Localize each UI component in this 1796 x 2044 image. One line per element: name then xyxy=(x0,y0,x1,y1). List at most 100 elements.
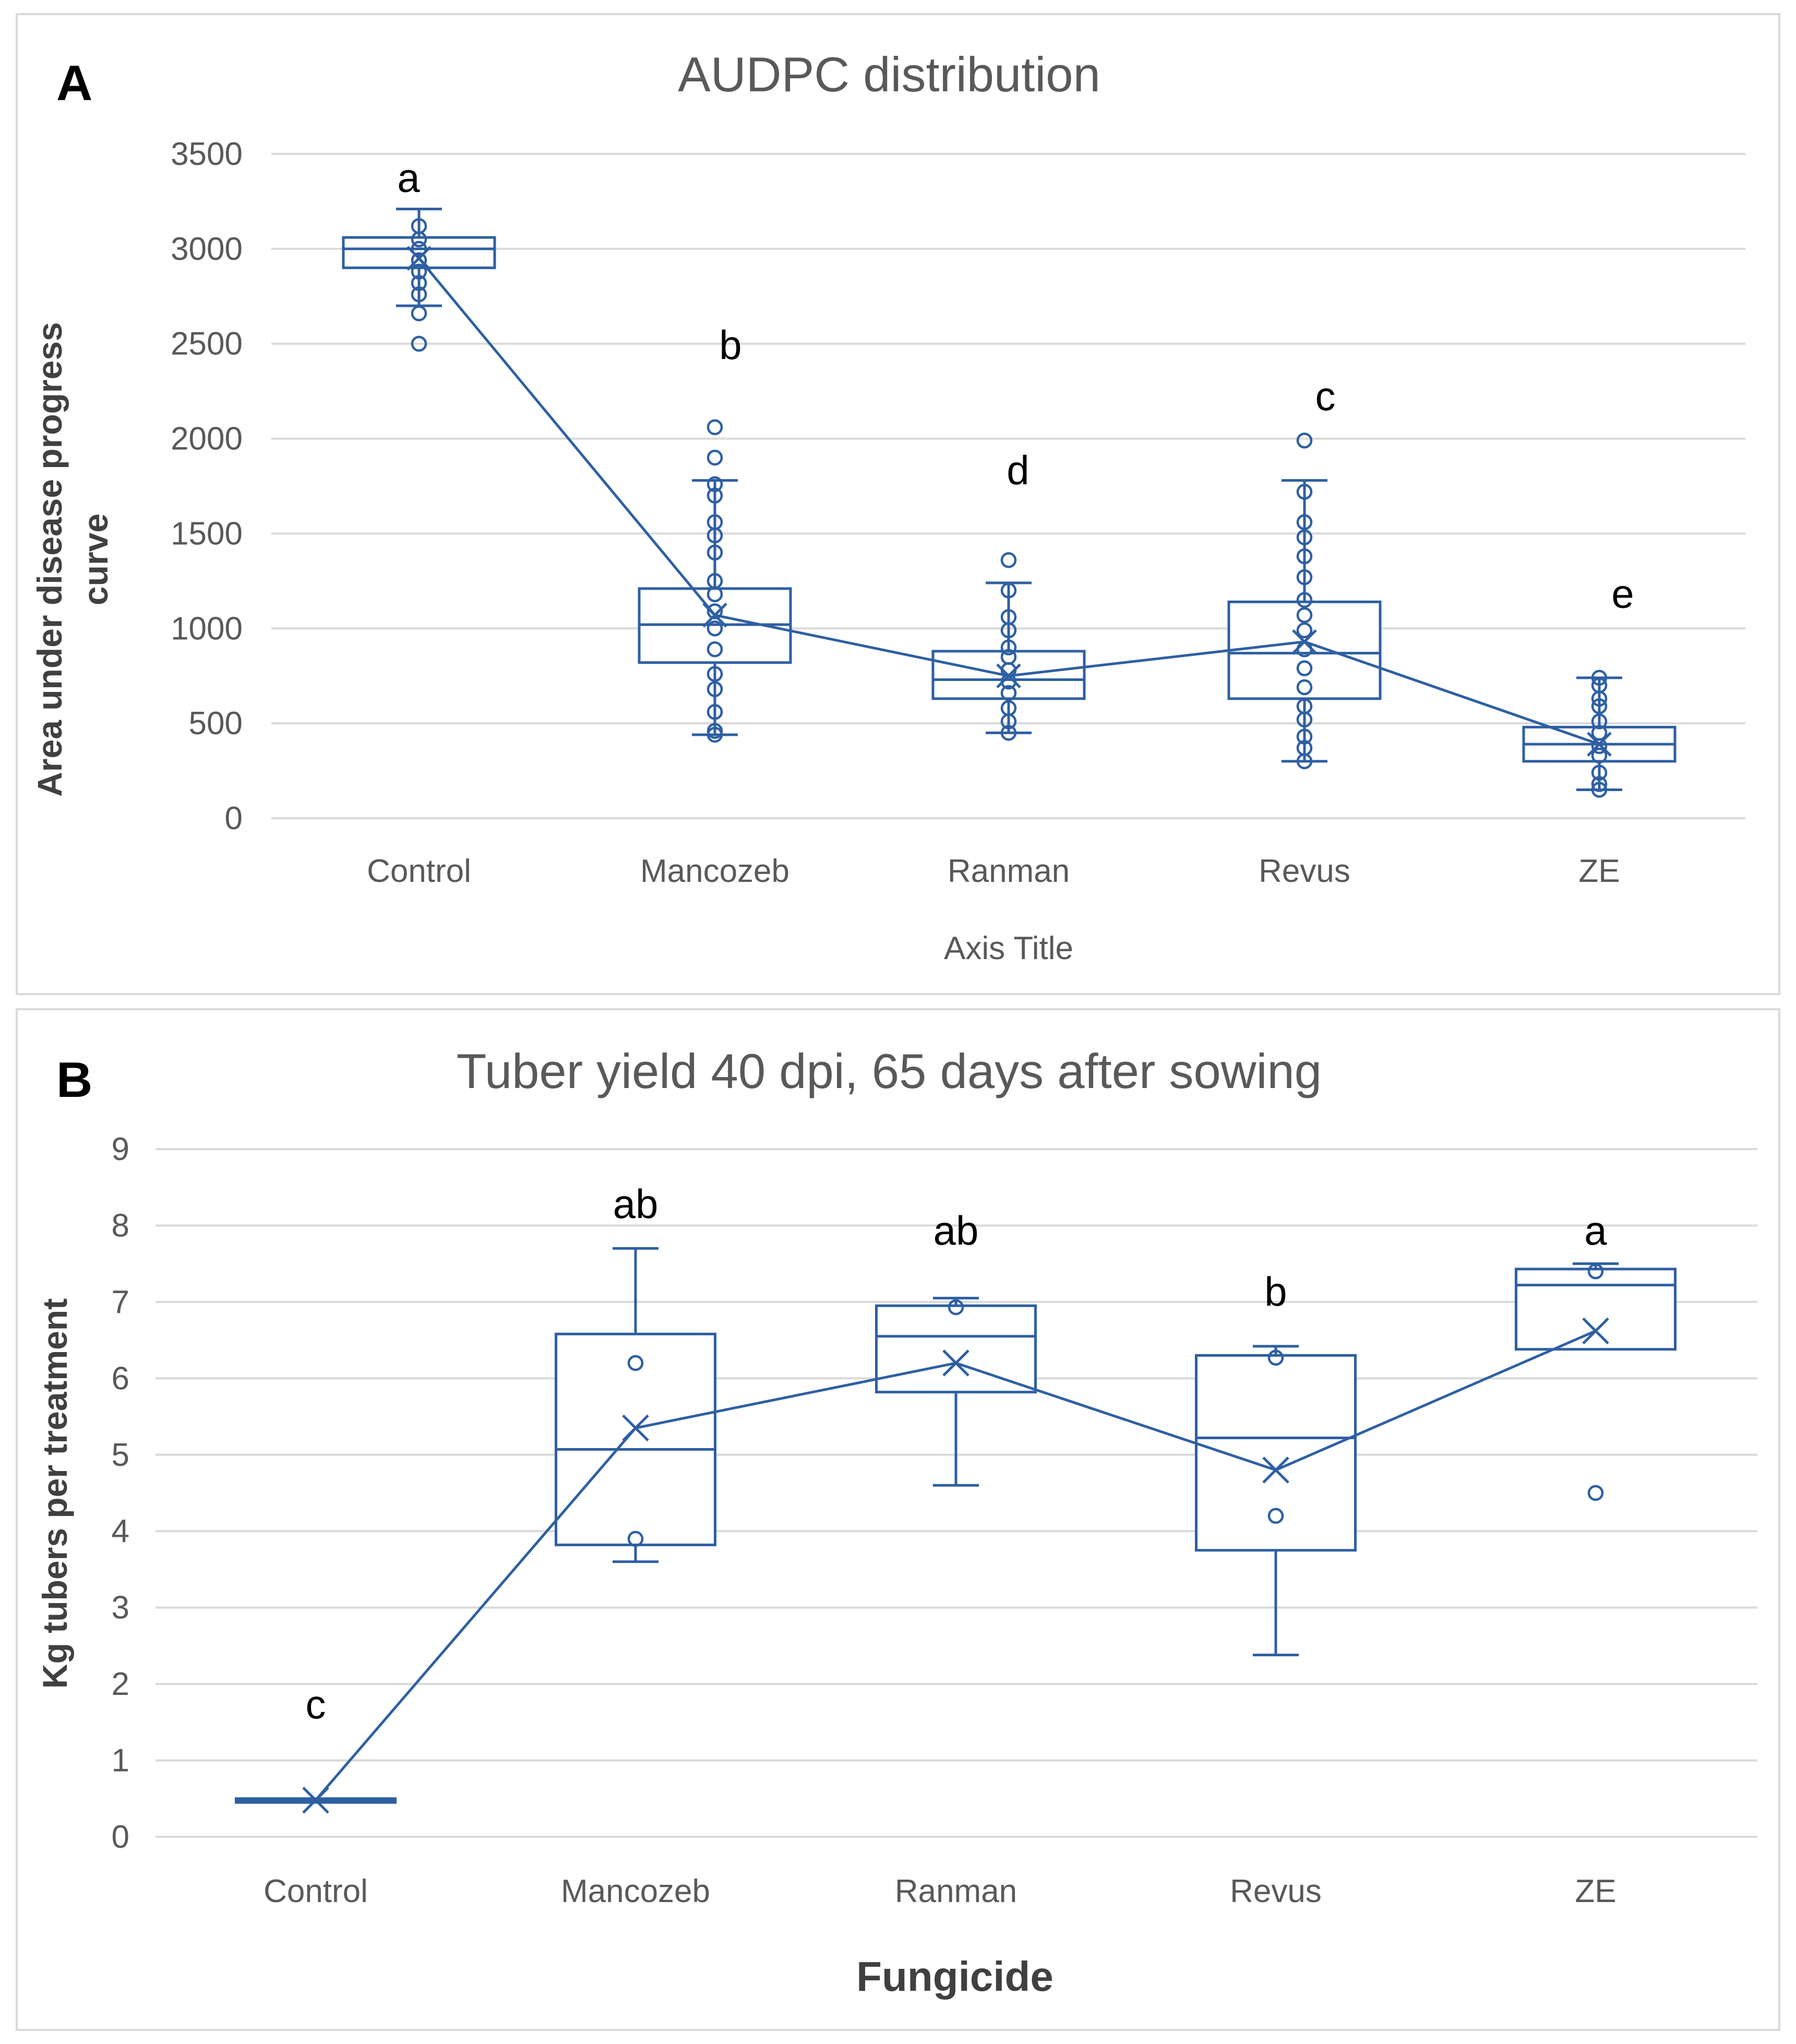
x-axis-title: Axis Title xyxy=(944,930,1073,966)
data-point xyxy=(1587,1485,1604,1501)
x-axis-title: Fungicide xyxy=(856,1953,1053,2000)
y-tick-label: 0 xyxy=(112,1819,129,1855)
data-point xyxy=(1587,1263,1604,1280)
chart-a: A AUDPC distribution 0 500 1000 1500 2000 2500 3… xyxy=(30,47,1745,966)
mean-marker xyxy=(1587,732,1612,757)
box-mancozeb xyxy=(638,419,792,743)
panel-letter: B xyxy=(56,1052,92,1108)
data-point xyxy=(707,726,723,743)
mean-marker xyxy=(1262,1456,1289,1484)
data-point xyxy=(1591,690,1608,707)
data-point xyxy=(707,681,723,697)
data-point xyxy=(1296,622,1313,639)
data-point xyxy=(707,641,723,658)
y-tick-label: 7 xyxy=(112,1284,129,1320)
data-point xyxy=(1296,679,1313,696)
data-point xyxy=(411,241,427,257)
mean-marker-stroke xyxy=(1587,732,1612,757)
data-point xyxy=(1591,782,1608,798)
data-point xyxy=(1000,725,1017,741)
y-tick-label: 9 xyxy=(112,1131,129,1167)
box-control xyxy=(342,207,496,352)
y-tick-label: 0 xyxy=(225,800,243,836)
chart-title: Tuber yield 40 dpi, 65 days after sowing xyxy=(457,1044,1322,1098)
y-tick-label: 1000 xyxy=(171,611,243,647)
y-tick-label: 3 xyxy=(112,1590,129,1626)
significance-letter: a xyxy=(397,155,420,201)
data-point xyxy=(707,586,723,603)
data-point xyxy=(1000,552,1017,568)
data-point xyxy=(1296,728,1313,745)
x-tick-label: Mancozeb xyxy=(561,1873,710,1909)
y-tick-label: 1500 xyxy=(171,516,243,552)
mean-marker xyxy=(996,663,1021,688)
data-point xyxy=(1591,764,1608,781)
data-point xyxy=(1591,713,1608,730)
data-point xyxy=(1267,1508,1284,1524)
box-revus xyxy=(1227,432,1382,770)
data-point xyxy=(1000,685,1017,701)
data-point xyxy=(1296,753,1313,770)
y-tick-label: 2000 xyxy=(171,421,243,457)
mean-marker xyxy=(406,246,432,271)
data-point xyxy=(1000,639,1017,655)
chart-panel-a xyxy=(16,13,1780,995)
data-point xyxy=(1296,569,1313,585)
data-point xyxy=(1296,711,1313,728)
significance-letter: c xyxy=(1315,373,1336,419)
x-tick-label: ZE xyxy=(1578,853,1620,889)
significance-letter: d xyxy=(1007,447,1029,493)
y-tick-label: 3000 xyxy=(171,231,243,267)
data-point xyxy=(707,449,723,466)
x-tick-label: Mancozeb xyxy=(640,853,789,889)
data-point xyxy=(707,419,723,435)
box-iqr xyxy=(555,1332,716,1547)
significance-letter: e xyxy=(1611,570,1634,616)
box-ze xyxy=(1515,1262,1677,1501)
y-axis-title: Kg tubers per treatment xyxy=(35,1298,74,1689)
data-point xyxy=(707,603,723,619)
y-tick-label: 4 xyxy=(112,1513,129,1549)
mean-marker xyxy=(1582,1317,1609,1345)
y-axis-title: Area under disease progress curve xyxy=(30,322,115,797)
mean-marker xyxy=(1292,629,1317,654)
data-point xyxy=(627,1355,644,1371)
x-tick-label: Control xyxy=(264,1873,368,1909)
data-point xyxy=(627,1531,644,1547)
data-point xyxy=(707,544,723,561)
data-point xyxy=(411,264,427,280)
data-point xyxy=(411,286,427,303)
y-tick-label: 6 xyxy=(112,1360,129,1396)
significance-letter: a xyxy=(1584,1208,1607,1253)
box-iqr xyxy=(1515,1268,1677,1351)
significance-letter: ab xyxy=(613,1181,658,1227)
chart-title: AUDPC distribution xyxy=(678,47,1100,102)
data-point xyxy=(411,336,427,352)
x-tick-label: ZE xyxy=(1575,1873,1616,1909)
mean-marker-stroke xyxy=(702,603,727,628)
data-point xyxy=(1000,622,1017,639)
mean-marker-stroke xyxy=(1582,1317,1609,1345)
x-tick-label: Revus xyxy=(1259,853,1350,889)
box-iqr xyxy=(1227,600,1382,700)
mean-marker xyxy=(302,1786,329,1814)
mean-marker xyxy=(622,1414,649,1442)
x-tick-label: Ranman xyxy=(948,853,1070,889)
mean-marker xyxy=(702,603,727,628)
box-iqr xyxy=(875,1304,1037,1394)
y-axis-title-line: Area under disease progress xyxy=(30,322,69,797)
data-point xyxy=(411,231,427,247)
y-tick-label: 1 xyxy=(112,1743,129,1779)
x-tick-label: Control xyxy=(367,853,471,889)
data-point xyxy=(1296,660,1313,676)
box-ranman xyxy=(931,552,1086,741)
data-point xyxy=(707,487,723,504)
data-point xyxy=(1296,514,1313,530)
chart-panel-b xyxy=(16,1008,1780,2031)
x-tick-label: Ranman xyxy=(895,1873,1017,1909)
data-point xyxy=(707,704,723,720)
significance-letter: c xyxy=(306,1681,326,1727)
significance-letter: ab xyxy=(933,1208,979,1253)
data-point xyxy=(1296,592,1313,608)
